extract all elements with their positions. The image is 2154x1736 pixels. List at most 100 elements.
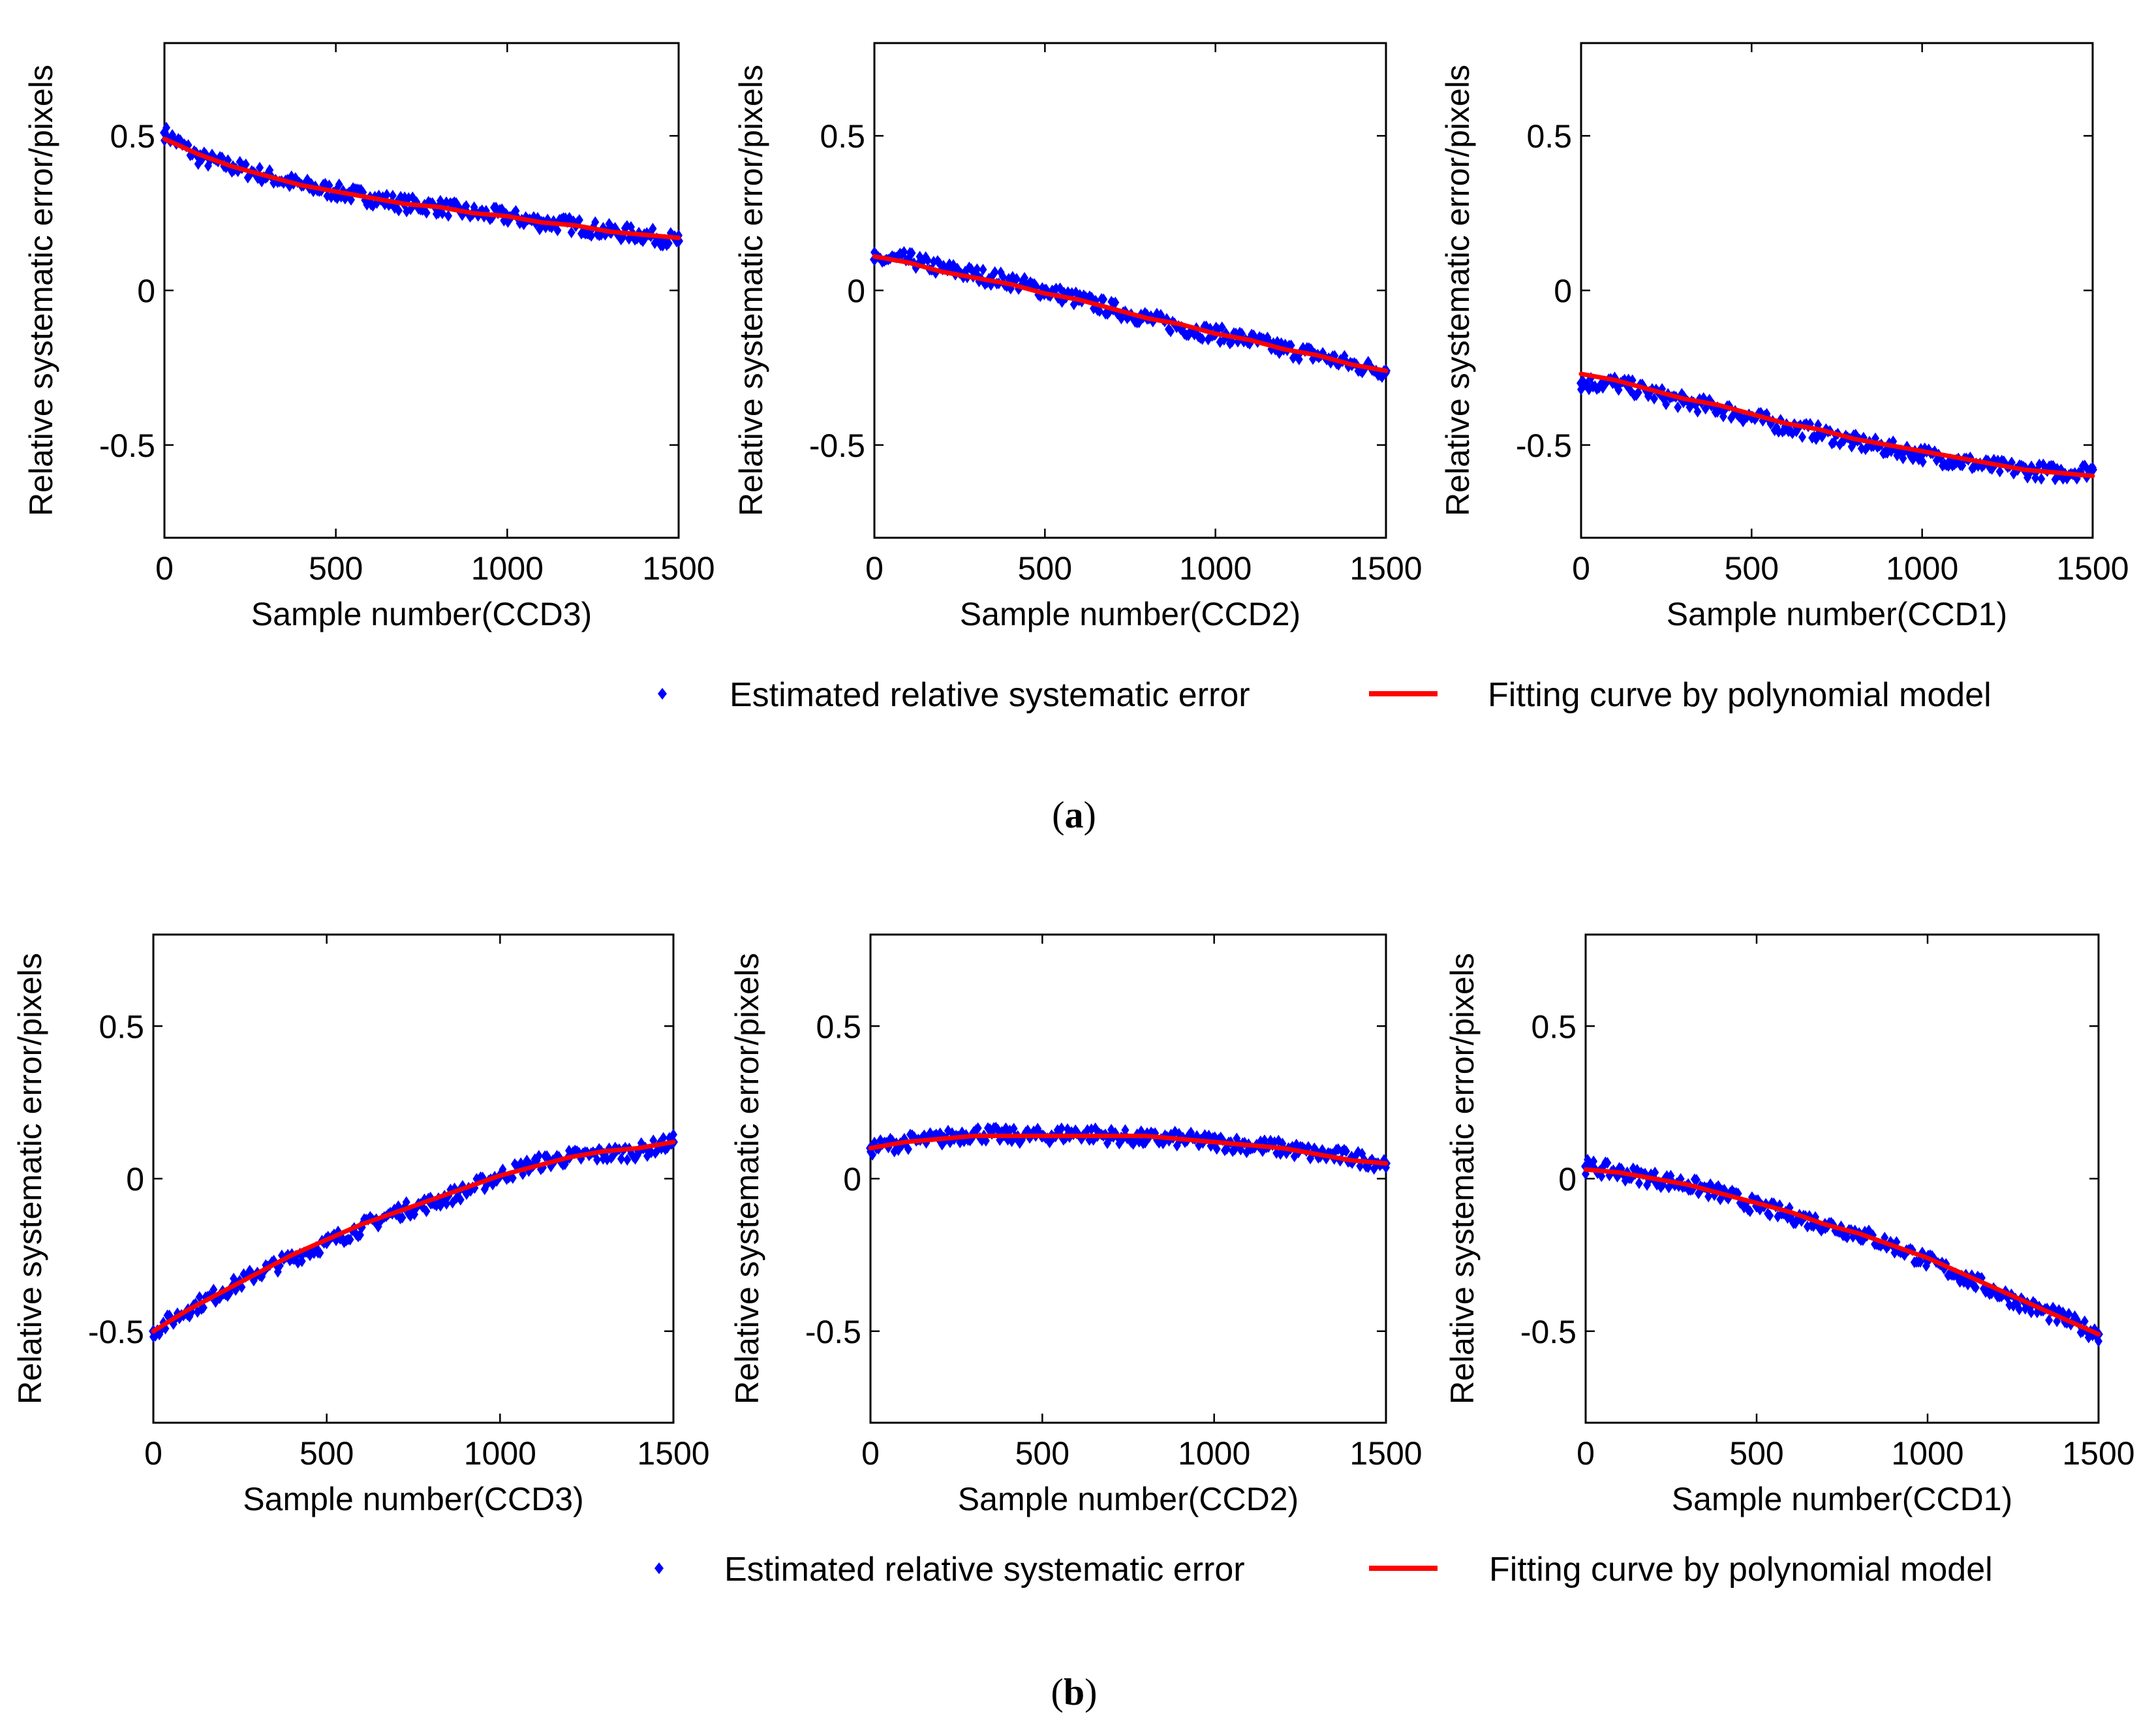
data-marker: [553, 225, 562, 237]
x-tick-label: 1000: [464, 1435, 536, 1472]
data-marker: [398, 1211, 407, 1224]
data-marker: [236, 155, 244, 168]
chart-a-ccd1: 0 500 1000 1500 -0.5 0 0.5 Sample number(CCD1) R…: [1439, 42, 2129, 632]
data-marker: [2080, 1315, 2089, 1327]
x-axis-title: Sample number(CCD2): [960, 596, 1300, 632]
y-tick-label: -0.5: [88, 1314, 144, 1350]
data-marker: [1650, 392, 1658, 405]
y-tick-label: 0: [1554, 273, 1572, 309]
y-tick-label: 0: [126, 1161, 144, 1198]
x-tick-label: 1500: [1349, 1435, 1422, 1472]
x-tick-label: 1000: [1178, 1435, 1250, 1472]
data-marker: [256, 161, 264, 174]
data-marker: [2045, 1314, 2054, 1326]
data-marker: [1167, 325, 1175, 337]
data-marker: [1995, 465, 2004, 478]
x-tick-label: 0: [144, 1435, 162, 1472]
x-axis-title: Sample number(CCD2): [958, 1481, 1299, 1517]
fit-line: [1578, 371, 2095, 478]
data-marker: [617, 1153, 625, 1165]
chart-a-ccd2: 0 500 1000 1500 -0.5 0 0.5 Sample number(CCD2) R…: [733, 42, 1423, 632]
caption-b: (b): [1051, 1671, 1098, 1713]
chart-b-ccd3: 0 500 1000 1500 -0.5 0 0.5 Sample number(CCD3) R…: [12, 933, 710, 1517]
data-marker: [195, 1291, 204, 1303]
data-marker: [1198, 333, 1207, 345]
plot-frame: [1580, 42, 2094, 539]
data-marker: [1746, 1205, 1754, 1217]
x-tick-label: 0: [155, 550, 174, 587]
y-tick-label: 0: [1558, 1161, 1577, 1198]
x-axis-title: Sample number(CCD1): [1667, 596, 2007, 632]
y-tick-label: -0.5: [1520, 1314, 1577, 1350]
y-tick-label: 0: [843, 1161, 861, 1198]
data-marker: [1662, 398, 1670, 411]
data-marker: [979, 264, 987, 276]
x-axis-title: Sample number(CCD3): [251, 596, 592, 632]
data-marker: [1603, 1156, 1612, 1169]
panels: 0 500 1000 1500 -0.5 0 0.5 Sample number(CCD3) R…: [12, 42, 2135, 1517]
x-tick-label: 500: [1015, 1435, 1069, 1472]
data-marker: [422, 207, 431, 219]
x-tick-label: 1500: [1349, 550, 1422, 587]
caption-b-open: (: [1051, 1671, 1064, 1713]
y-axis-title: Relative systematic error/pixels: [23, 65, 59, 516]
data-marker: [346, 1233, 354, 1246]
x-tick-label: 0: [861, 1435, 880, 1472]
data-marker: [1342, 1145, 1350, 1158]
legend-b-line-label: Fitting curve by polynomial model: [1489, 1551, 1993, 1589]
x-tick-label: 1000: [471, 550, 544, 587]
x-tick-label: 0: [865, 550, 884, 587]
y-tick-label: 0: [137, 273, 155, 309]
x-tick-label: 1500: [2062, 1435, 2134, 1472]
data-marker: [1100, 293, 1108, 305]
y-axis-title: Relative systematic error/pixels: [12, 953, 48, 1404]
y-tick-label: 0.5: [110, 118, 155, 155]
data-marker: [587, 230, 596, 242]
data-marker: [669, 1128, 677, 1141]
plot-frame: [873, 42, 1387, 539]
x-tick-label: 500: [300, 1435, 354, 1472]
data-marker: [382, 189, 391, 201]
chart-b-ccd1: 0 500 1000 1500 -0.5 0 0.5 Sample number(CCD1) R…: [1444, 933, 2135, 1517]
data-marker: [1798, 431, 1807, 443]
data-marker: [241, 158, 250, 170]
data-marker: [1971, 1281, 1980, 1294]
data-marker: [664, 237, 673, 249]
y-tick-label: 0.5: [816, 1008, 861, 1045]
plot-frame: [869, 933, 1387, 1424]
data-marker: [316, 1247, 324, 1259]
data-marker: [456, 1194, 465, 1206]
data-marker: [1704, 1190, 1713, 1203]
x-tick-label: 500: [1725, 550, 1779, 587]
data-marker: [991, 266, 999, 278]
y-axis-title: Relative systematic error/pixels: [1444, 953, 1481, 1404]
data-marker: [2015, 1303, 2023, 1316]
caption-a-close: ): [1084, 794, 1096, 836]
y-axis-title: Relative systematic error/pixels: [733, 65, 769, 516]
data-marker: [1218, 321, 1226, 333]
data-marker: [2037, 473, 2046, 485]
x-tick-label: 1000: [1891, 1435, 1963, 1472]
data-marker: [1635, 1177, 1643, 1189]
data-marker: [534, 1149, 543, 1162]
data-marker: [388, 189, 397, 202]
x-tick-label: 1500: [642, 550, 715, 587]
data-marker: [1916, 1256, 1924, 1268]
legend-a: Estimated relative systematic error Fitt…: [658, 676, 1992, 714]
fit-line: [162, 136, 681, 240]
legend-b-markers-label: Estimated relative systematic error: [724, 1551, 1245, 1589]
y-tick-label: -0.5: [99, 427, 155, 464]
data-marker: [1674, 401, 1682, 414]
x-tick-label: 500: [1018, 550, 1072, 587]
data-marker: [209, 1284, 218, 1296]
data-marker: [1766, 1209, 1774, 1222]
data-marker: [2035, 458, 2044, 471]
y-axis-title: Relative systematic error/pixels: [1439, 65, 1476, 516]
data-marker: [649, 223, 657, 235]
x-tick-label: 0: [1572, 550, 1590, 587]
data-marker: [402, 1196, 410, 1209]
x-axis-title: Sample number(CCD1): [1672, 1481, 2012, 1517]
chart-b-ccd2: 0 500 1000 1500 -0.5 0 0.5 Sample number(CCD2) R…: [729, 933, 1423, 1517]
y-tick-label: -0.5: [809, 427, 865, 464]
